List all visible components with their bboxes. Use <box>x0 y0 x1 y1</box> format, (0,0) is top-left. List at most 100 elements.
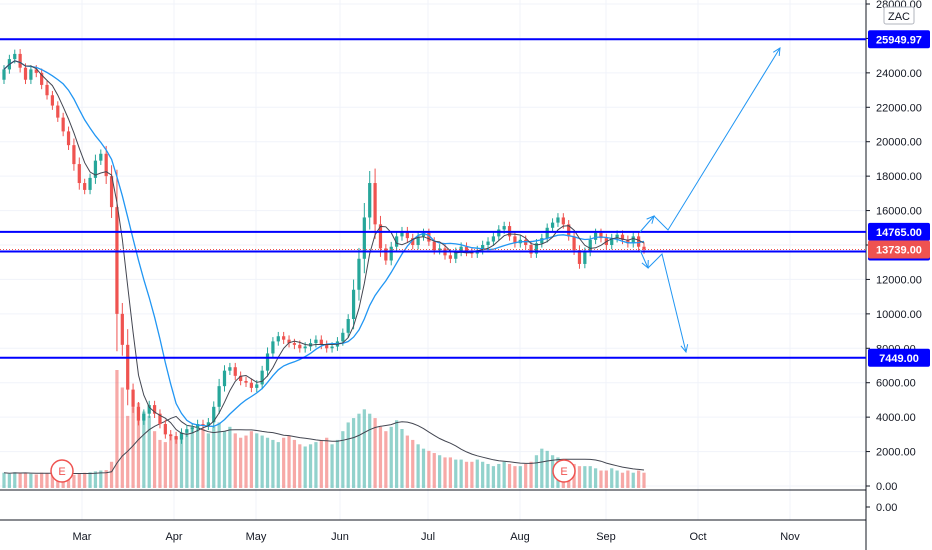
time-tick-label: Sep <box>596 531 616 543</box>
candle-body <box>40 72 44 85</box>
earnings-label: E <box>560 466 567 478</box>
volume-bar <box>282 437 286 488</box>
axis-label-box <box>868 348 930 367</box>
axis-label-box <box>868 30 930 49</box>
price-tick-label: 6000.00 <box>876 378 916 390</box>
candle-body <box>572 236 576 251</box>
volume-bar <box>443 457 447 488</box>
volume-bar <box>448 457 452 488</box>
candle-body <box>88 177 92 190</box>
volume-bar <box>34 474 38 488</box>
volume-bar <box>518 466 522 488</box>
volume-bar <box>588 466 592 488</box>
currency-label: ZAC <box>888 11 910 23</box>
projection-arrows <box>639 47 781 354</box>
volume-bar <box>534 455 539 488</box>
candle-body <box>432 241 436 251</box>
candle-body <box>104 153 108 177</box>
short-down-arrow <box>639 249 649 269</box>
candle-body <box>45 84 49 96</box>
currency-badge-box <box>883 6 915 25</box>
time-axis[interactable]: Mar Apr May Jun Jul Aug Sep Oct Nov <box>73 531 801 543</box>
candle-body <box>626 239 630 244</box>
candle-body <box>13 53 17 60</box>
volume-bar <box>529 461 533 488</box>
candle-body <box>448 255 452 259</box>
volume-bar <box>228 426 232 488</box>
candle-body <box>163 424 167 435</box>
time-tick-label: Nov <box>780 531 800 543</box>
time-tick-label: Aug <box>510 531 530 543</box>
volume-bar <box>411 439 415 488</box>
long-up-arrow <box>653 47 781 231</box>
volume-bar <box>292 439 297 488</box>
candle-body <box>556 217 560 223</box>
candle-body <box>93 160 98 178</box>
volume-bar <box>185 431 189 488</box>
candle-body <box>228 367 232 371</box>
earnings-circle <box>50 459 74 483</box>
candle-body <box>233 367 237 376</box>
candle-body <box>50 95 55 106</box>
candle-body <box>550 222 555 228</box>
candle-body <box>362 217 366 259</box>
volume-bar <box>233 433 237 488</box>
candle-body <box>481 245 485 251</box>
volume-bar <box>93 471 98 488</box>
candle-body <box>244 380 248 383</box>
volume-bar <box>507 463 512 488</box>
candle-body <box>357 258 361 290</box>
candle-body <box>2 69 6 80</box>
earnings-marker[interactable]: E <box>50 459 74 483</box>
candle-body <box>56 105 60 118</box>
volume-bar <box>481 461 485 488</box>
candle-body <box>464 246 469 252</box>
moving-averages <box>3 60 645 435</box>
earnings-circle <box>552 459 576 483</box>
volume-bar <box>222 431 227 488</box>
volume-bar <box>357 413 361 488</box>
volume-bar <box>400 429 404 488</box>
time-tick-label: Oct <box>689 531 706 543</box>
candle-body <box>378 224 383 249</box>
candle-body <box>459 246 463 252</box>
axis-label-box <box>868 240 930 259</box>
axis-label-text: 7449.00 <box>879 353 919 365</box>
candle-body <box>109 176 114 208</box>
volume-bar <box>83 472 87 488</box>
volume-bar <box>13 472 17 488</box>
volume-bar <box>72 474 76 488</box>
volume-bar <box>115 370 119 488</box>
candle-body <box>615 234 619 239</box>
candle-body <box>287 339 291 344</box>
candle-body <box>427 232 431 242</box>
axis-label-text: 13739.00 <box>876 244 922 256</box>
candle-body <box>29 69 33 80</box>
candle-body <box>486 241 490 245</box>
candle-body <box>292 343 297 345</box>
time-tick-label: Jun <box>331 531 349 543</box>
volume-bar <box>373 418 377 488</box>
volume-bar <box>23 472 28 488</box>
horizontal-levels[interactable] <box>0 38 866 359</box>
volume-bar <box>637 470 641 488</box>
candle-body <box>577 250 582 264</box>
time-tick-label: Mar <box>73 531 92 543</box>
candle-body <box>271 341 275 354</box>
time-tick-label: Apr <box>165 531 182 543</box>
candle-body <box>438 248 442 251</box>
candle-body <box>394 236 399 247</box>
earnings-marker[interactable]: E <box>552 459 576 483</box>
candle-body <box>206 422 210 426</box>
candle-body <box>351 289 356 320</box>
candle-body <box>212 406 216 423</box>
volume-bar <box>604 470 608 488</box>
candle-body <box>61 117 65 132</box>
lower-pane-tick-label: 0.00 <box>876 502 897 514</box>
volume-bar <box>330 444 334 488</box>
volume-bar <box>18 473 22 488</box>
volume-moving-average <box>3 415 645 474</box>
